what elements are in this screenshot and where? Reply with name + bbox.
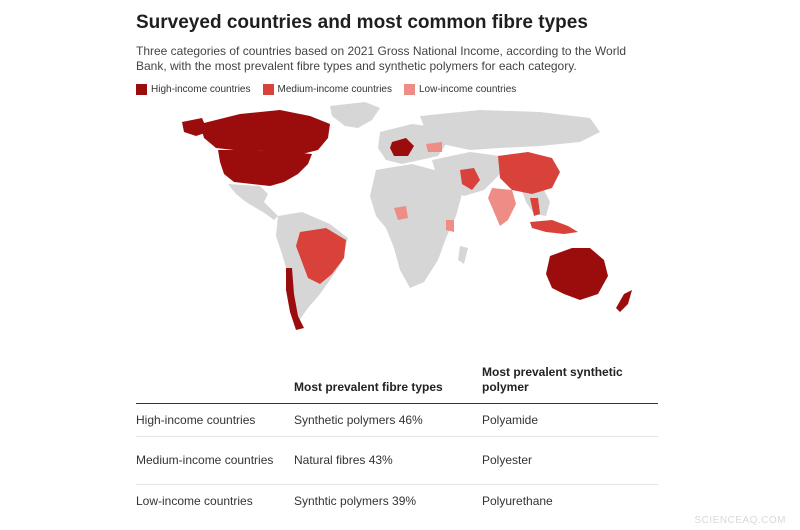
world-map <box>182 102 632 330</box>
region-africa <box>370 164 462 288</box>
country-alaska <box>182 118 208 136</box>
country-china <box>498 152 560 194</box>
country-india <box>488 188 516 226</box>
country-brazil <box>296 228 346 284</box>
region-mexico <box>228 184 278 220</box>
legend-swatch-medium-income <box>262 84 274 95</box>
country-australia <box>546 248 608 300</box>
table-row: Low-income countries Synthtic polymers 3… <box>136 485 658 518</box>
region-greenland <box>330 102 380 128</box>
table-header-synthetic-polymer: Most prevalent synthetic polymer <box>482 365 658 404</box>
table-cell-polymer: Polyester <box>482 436 658 485</box>
legend-item-medium-income: Medium-income countries <box>262 84 393 95</box>
table-header-row: Most prevalent fibre types Most prevalen… <box>136 365 658 404</box>
table-header-category <box>136 365 294 404</box>
page-subtitle: Three categories of countries based on 2… <box>136 44 627 73</box>
country-new-zealand <box>616 290 632 312</box>
table-cell-fibre-type: Natural fibres 43% <box>294 436 482 485</box>
legend-label-medium-income: Medium-income countries <box>277 84 393 95</box>
table-cell-category: High-income countries <box>136 403 294 437</box>
medium-income-countries <box>296 152 578 284</box>
country-chile <box>286 268 304 330</box>
country-iran <box>460 168 480 190</box>
table-header-fibre-types: Most prevalent fibre types <box>294 365 482 404</box>
legend-item-low-income: Low-income countries <box>404 84 516 95</box>
table-cell-polymer: Polyamide <box>482 403 658 437</box>
table-cell-fibre-type: Synthtic polymers 39% <box>294 493 417 508</box>
legend-swatch-high-income <box>136 84 147 95</box>
country-indonesia <box>530 220 578 234</box>
low-income-countries <box>394 142 516 232</box>
country-nigeria <box>394 206 408 220</box>
page-title: Surveyed countries and most common fibre… <box>136 12 588 33</box>
table-cell-fibre-type: Synthetic polymers 46% <box>294 403 482 437</box>
fibre-types-table: Most prevalent fibre types Most prevalen… <box>136 365 658 518</box>
table-cell-polymer: Polyurethane <box>482 493 553 508</box>
legend-swatch-low-income <box>404 84 415 95</box>
table-row: High-income countries Synthetic polymers… <box>136 403 658 437</box>
legend-label-low-income: Low-income countries <box>419 84 517 95</box>
table-cell-category: Medium-income countries <box>136 436 294 485</box>
region-madagascar <box>458 246 468 264</box>
watermark: SCIENCEAQ.COM <box>694 515 786 526</box>
table-row: Medium-income countries Natural fibres 4… <box>136 436 658 485</box>
country-canada <box>200 110 330 154</box>
country-kenya <box>446 220 454 232</box>
country-usa <box>218 150 312 186</box>
high-income-countries <box>182 110 632 330</box>
legend-label-high-income: High-income countries <box>151 84 251 95</box>
country-thailand <box>530 198 540 216</box>
map-legend: High-income countries Medium-income coun… <box>136 84 516 95</box>
country-ukraine <box>426 142 442 152</box>
region-russia <box>420 110 600 150</box>
country-france-germany <box>390 138 414 156</box>
table-cell-category: Low-income countries <box>136 493 253 508</box>
legend-item-high-income: High-income countries <box>136 84 251 95</box>
